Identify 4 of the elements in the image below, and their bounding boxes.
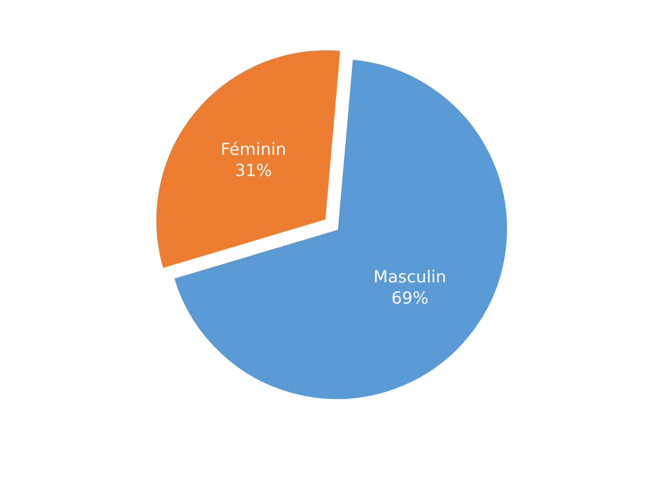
data-label: 69% (392, 291, 428, 304)
slice-label: Masculin (375, 270, 445, 283)
data-label: 31% (236, 164, 272, 176)
slice-label: Féminin (222, 142, 285, 156)
